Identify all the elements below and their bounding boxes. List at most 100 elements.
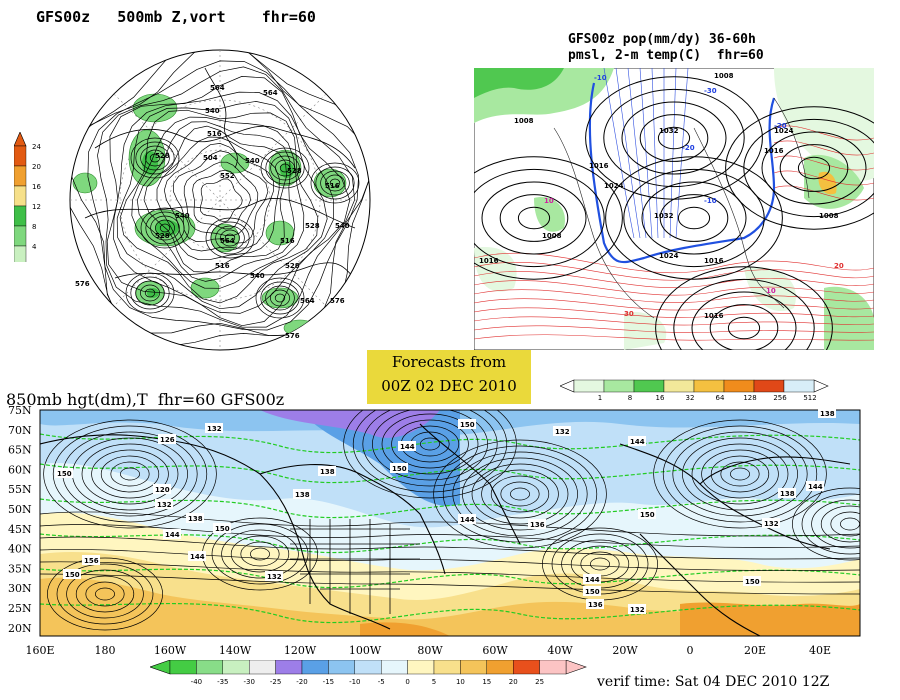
pop-colorbar-label: 512 <box>803 394 816 402</box>
contour-label-bg <box>205 423 223 433</box>
latitude-label: 25N <box>8 602 32 615</box>
temperature-label: -10 <box>594 74 607 82</box>
latitude-label: 75N <box>8 404 32 417</box>
temp-colorbar-label: -5 <box>378 678 385 686</box>
pressure-label: 1008 <box>542 232 562 240</box>
colorbar-right-arrow-icon <box>813 379 829 393</box>
pop-colorbar-swatch <box>633 379 665 393</box>
contour-label-850mb: 150 <box>460 421 475 429</box>
pressure-label: 1008 <box>714 72 734 80</box>
temp-colorbar-label: -35 <box>217 678 228 686</box>
contour-label-850mb: 132 <box>555 428 570 436</box>
vorticity-colorbar-swatch <box>14 185 27 207</box>
contour-label-bg <box>293 489 311 499</box>
contour-label-500mb: 516 <box>325 182 340 190</box>
contour-label-bg <box>158 434 176 444</box>
contour-label-850mb: 144 <box>190 553 205 561</box>
contour-label-850mb: 150 <box>215 525 230 533</box>
contour-label-bg <box>638 509 656 519</box>
title-pop-line2: pmsl, 2-m temp(C) fhr=60 <box>568 48 764 63</box>
longitude-label: 120W <box>284 644 317 657</box>
contour-label-bg <box>458 514 476 524</box>
freezing-line <box>588 82 776 264</box>
contour-label-bg <box>153 484 171 494</box>
contour-label-500mb: 504 <box>203 154 218 162</box>
pop-colorbar-swatch <box>663 379 695 393</box>
pressure-label: 1016 <box>764 147 784 155</box>
temp-colorbar-right-arrow-icon <box>565 660 587 675</box>
contour-label-500mb: 540 <box>335 222 350 230</box>
latitude-label: 60N <box>8 463 32 476</box>
contour-label-500mb: 540 <box>250 272 265 280</box>
longitude-label: 180 <box>95 644 116 657</box>
title-500mb: GFS00z 500mb Z,vort fhr=60 <box>36 8 316 26</box>
temp-colorbar-label: 15 <box>482 678 491 686</box>
pressure-label: 1016 <box>704 257 724 265</box>
temp-colorbar-swatch <box>354 660 382 675</box>
temp-colorbar-label: 5 <box>432 678 436 686</box>
contour-label-500mb: 516 <box>280 237 295 245</box>
map-pop-pmsl: 1008 1016 1024 1032 1032 1024 1016 1008 1016 1008… <box>474 68 874 350</box>
temp-colorbar-swatch <box>275 660 303 675</box>
longitude-label: 60W <box>482 644 508 657</box>
contour-label-500mb: 564 <box>210 84 225 92</box>
temp-colorbar-label: -40 <box>191 678 202 686</box>
contour-label-850mb: 144 <box>630 438 645 446</box>
latitude-label: 55N <box>8 483 32 496</box>
vorticity-colorbar-label: 16 <box>32 183 41 191</box>
contour-label-850mb: 132 <box>207 425 222 433</box>
temp-colorbar-label: 10 <box>456 678 465 686</box>
verif-time: verif time: Sat 04 DEC 2010 12Z <box>597 674 830 690</box>
contour-label-850mb: 144 <box>585 576 600 584</box>
contour-label-850mb: 138 <box>820 410 835 418</box>
contour-label-850mb: 132 <box>267 573 282 581</box>
temperature-label: 20 <box>834 262 844 270</box>
contour-label-bg <box>390 463 408 473</box>
map-500mb: 564 564 540 516 528 504 540 528 516 540 528 516 564 5… <box>69 49 371 351</box>
contour-label-bg <box>806 481 824 491</box>
contour-label-500mb: 540 <box>205 107 220 115</box>
latitude-label: 70N <box>8 424 32 437</box>
pressure-label: 1024 <box>659 252 679 260</box>
temp-colorbar-swatch <box>460 660 487 675</box>
pop-colorbar-label: 256 <box>773 394 787 402</box>
contour-label-850mb: 144 <box>400 443 415 451</box>
temp-colorbar-swatch <box>513 660 540 675</box>
pressure-label: 1024 <box>774 127 794 135</box>
longitude-label: 140W <box>219 644 252 657</box>
temp-colorbar-swatch <box>169 660 197 675</box>
title-pop: GFS00z pop(mm/dy) 36-60h pmsl, 2-m temp(… <box>568 32 764 64</box>
temp-colorbar-swatch <box>196 660 224 675</box>
vorticity-colorbar-swatch <box>14 145 27 167</box>
temp-colorbar-swatch <box>222 660 250 675</box>
contour-label-bg <box>82 555 100 565</box>
contour-label-500mb: 576 <box>285 332 300 340</box>
contour-label-850mb: 144 <box>165 531 180 539</box>
contour-label-bg <box>628 604 646 614</box>
contour-label-500mb: 564 <box>263 89 278 97</box>
contour-label-850mb: 136 <box>530 521 545 529</box>
contour-label-500mb: 516 <box>215 262 230 270</box>
pop-colorbar-label: 32 <box>686 394 695 402</box>
pressure-label: 1024 <box>604 182 624 190</box>
pressure-label: 1032 <box>654 212 674 220</box>
vorticity-colorbar-label: 20 <box>32 163 41 171</box>
longitude-label: 40W <box>547 644 573 657</box>
contour-label-500mb: 528 <box>305 222 320 230</box>
pop-colorbar-swatch <box>693 379 725 393</box>
latitude-label: 30N <box>8 582 32 595</box>
contour-label-850mb: 132 <box>157 501 172 509</box>
contour-label-850mb: 150 <box>640 511 655 519</box>
longitude-label: 40E <box>809 644 831 657</box>
latitude-label: 40N <box>8 543 32 556</box>
forecast-info-box: Forecasts from 00Z 02 DEC 2010 <box>367 350 531 404</box>
contour-label-bg <box>583 574 601 584</box>
contour-label-850mb: 144 <box>460 516 475 524</box>
vorticity-colorbar-swatch <box>14 165 27 187</box>
contour-label-500mb: 516 <box>207 130 222 138</box>
contour-label-850mb: 144 <box>808 483 823 491</box>
pressure-label: 1008 <box>819 212 839 220</box>
contour-label-850mb: 136 <box>588 601 603 609</box>
vorticity-colorbar-label: 12 <box>32 203 41 211</box>
temperature-label: -30 <box>704 87 717 95</box>
